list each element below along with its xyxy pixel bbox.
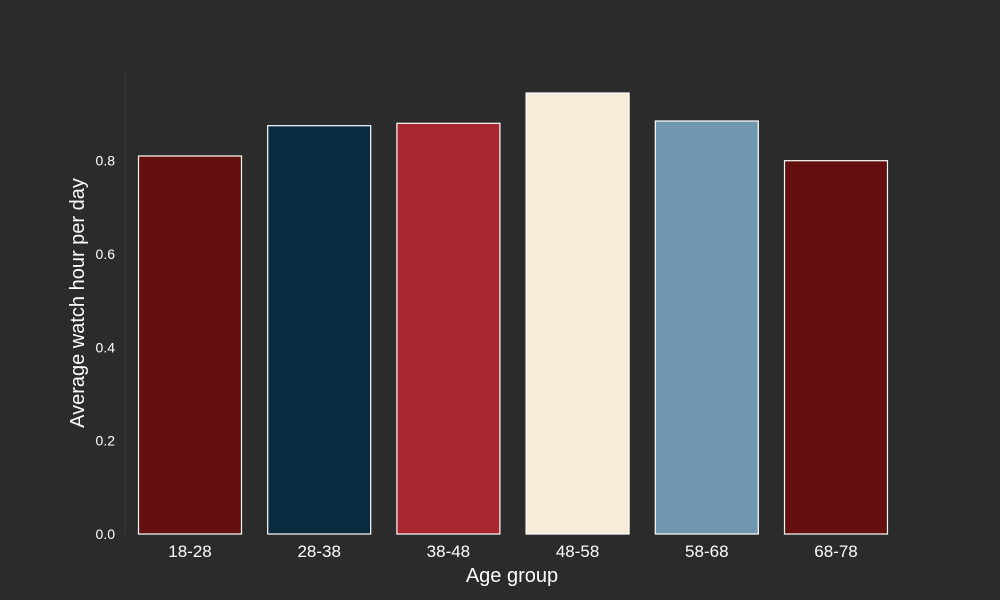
x-tick-label-18-28: 18-28: [168, 542, 211, 561]
y-tick-label-0: 0.0: [96, 526, 116, 542]
y-tick-label-4: 0.8: [96, 153, 116, 169]
bar-48-58: [525, 92, 630, 535]
x-tick-label-48-58: 48-58: [556, 542, 599, 561]
bar-28-38: [267, 125, 372, 535]
x-tick-label-28-38: 28-38: [297, 542, 340, 561]
plot-area: 0.0 0.2 0.4 0.6 0.8 18-28 28-38 38-48 48-58 58-6…: [96, 72, 889, 561]
x-axis-label: Age group: [466, 565, 558, 587]
x-tick-label-68-78: 68-78: [814, 542, 857, 561]
y-axis-label: Average watch hour per day: [67, 178, 89, 428]
x-ticks: 18-28 28-38 38-48 48-58 58-68 68-78: [168, 542, 857, 561]
bar-18-28: [137, 155, 243, 535]
bars-layer: [137, 92, 889, 535]
y-tick-label-2: 0.4: [96, 339, 116, 355]
y-tick-label-3: 0.6: [96, 246, 116, 262]
bar-38-48: [396, 122, 501, 535]
x-tick-label-58-68: 58-68: [685, 542, 728, 561]
bar-68-78: [783, 160, 889, 535]
y-ticks: 0.0 0.2 0.4 0.6 0.8: [96, 153, 116, 542]
y-tick-label-1: 0.2: [96, 433, 116, 449]
bar-58-68: [654, 120, 759, 535]
x-tick-label-38-48: 38-48: [427, 542, 470, 561]
